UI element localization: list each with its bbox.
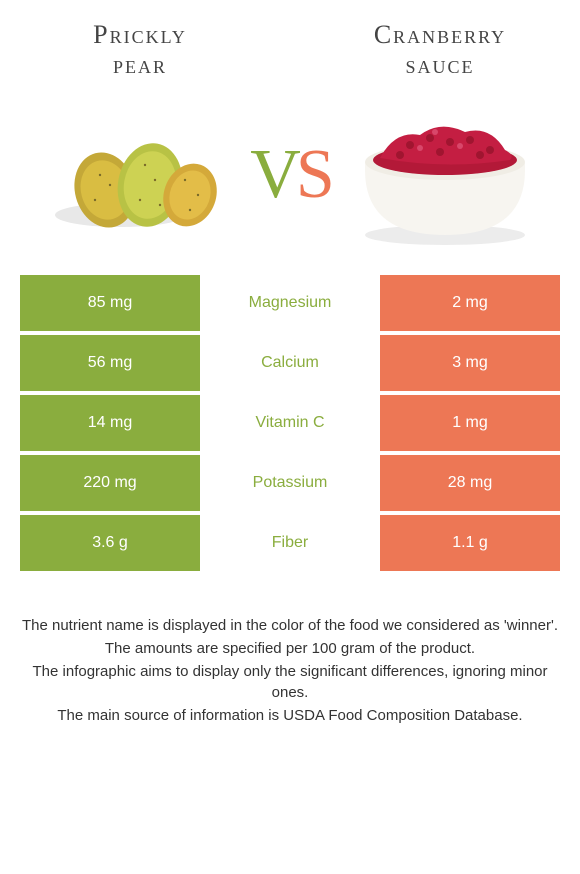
- food-image-right: [340, 100, 530, 250]
- vs-v: V: [250, 135, 296, 215]
- title-left-line2: pear: [113, 50, 167, 79]
- nutrient-label: Magnesium: [200, 275, 380, 331]
- value-right: 1.1 g: [380, 515, 560, 571]
- title-left-line1: Prickly: [93, 20, 187, 49]
- footer-line: The infographic aims to display only the…: [20, 661, 560, 703]
- header: Prickly pear Cranberry sauce: [0, 0, 580, 90]
- table-row: 85 mgMagnesium2 mg: [20, 275, 560, 331]
- value-left: 56 mg: [20, 335, 200, 391]
- footer-line: The amounts are specified per 100 gram o…: [20, 638, 560, 659]
- footer-line: The nutrient name is displayed in the co…: [20, 615, 560, 636]
- food-title-right: Cranberry sauce: [340, 20, 540, 80]
- comparison-table: 85 mgMagnesium2 mg56 mgCalcium3 mg14 mgV…: [0, 275, 580, 571]
- vs-s: S: [296, 135, 330, 215]
- vs-row: VS: [0, 90, 580, 275]
- value-left: 85 mg: [20, 275, 200, 331]
- table-row: 14 mgVitamin C1 mg: [20, 395, 560, 451]
- table-row: 220 mgPotassium28 mg: [20, 455, 560, 511]
- value-left: 3.6 g: [20, 515, 200, 571]
- title-right-line1: Cranberry: [374, 20, 506, 49]
- value-right: 1 mg: [380, 395, 560, 451]
- nutrient-label: Fiber: [200, 515, 380, 571]
- vs-label: VS: [250, 135, 330, 215]
- value-left: 14 mg: [20, 395, 200, 451]
- value-right: 3 mg: [380, 335, 560, 391]
- nutrient-label: Vitamin C: [200, 395, 380, 451]
- food-image-left: [50, 100, 240, 250]
- nutrient-label: Calcium: [200, 335, 380, 391]
- footer-notes: The nutrient name is displayed in the co…: [0, 575, 580, 738]
- nutrient-label: Potassium: [200, 455, 380, 511]
- table-row: 56 mgCalcium3 mg: [20, 335, 560, 391]
- footer-line: The main source of information is USDA F…: [20, 705, 560, 726]
- food-title-left: Prickly pear: [40, 20, 240, 80]
- value-left: 220 mg: [20, 455, 200, 511]
- table-row: 3.6 gFiber1.1 g: [20, 515, 560, 571]
- value-right: 2 mg: [380, 275, 560, 331]
- title-right-line2: sauce: [405, 50, 474, 79]
- value-right: 28 mg: [380, 455, 560, 511]
